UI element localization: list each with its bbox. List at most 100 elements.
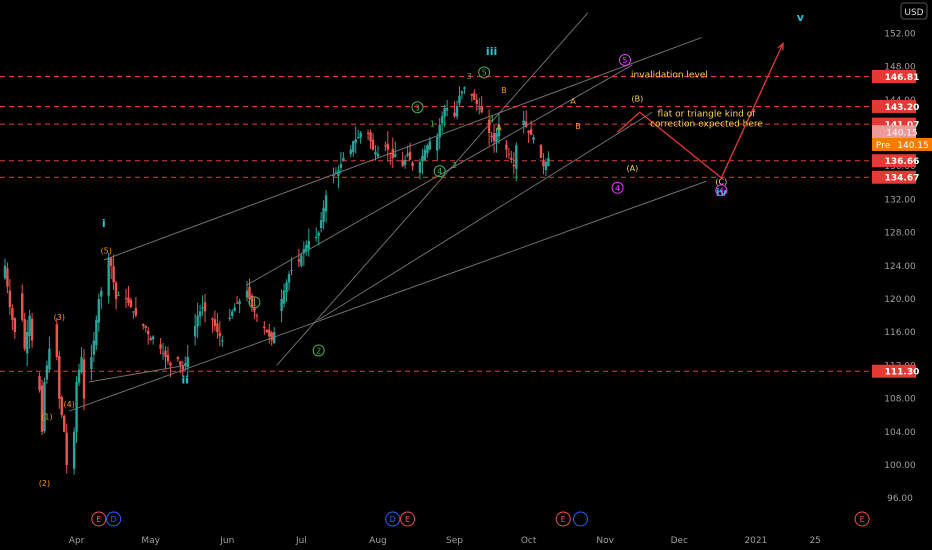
wave-label: 3 <box>467 72 472 81</box>
candle-body <box>216 323 219 333</box>
y-tick-label: 116.00 <box>884 328 916 338</box>
candle-body <box>319 220 323 229</box>
event-marker-label: E <box>561 515 566 524</box>
wave-circle-label: 4 <box>719 186 724 195</box>
candle-body <box>418 162 422 173</box>
candle-body <box>426 145 429 154</box>
candle-body <box>314 236 318 239</box>
annotation-text: invalidation level <box>631 70 708 80</box>
level-price-tag <box>872 99 916 113</box>
candle-body <box>376 153 380 157</box>
wave-label: (B) <box>631 94 643 103</box>
candle-body <box>510 157 513 160</box>
candle-body <box>473 93 476 100</box>
candle-body <box>193 325 197 337</box>
wave-circle <box>611 181 624 194</box>
candle-body <box>428 141 432 150</box>
candle-body <box>231 311 234 316</box>
level-price-tag <box>872 69 916 83</box>
event-marker-label: E <box>860 515 865 524</box>
y-tick-label: 132.00 <box>884 195 916 205</box>
wave-circle-label: 5 <box>622 56 627 65</box>
candle-body <box>490 135 493 138</box>
candle-body <box>184 363 187 366</box>
y-tick-label: 108.00 <box>884 395 916 405</box>
projection-line <box>617 43 784 179</box>
candle-body <box>151 336 155 340</box>
candle-body <box>532 137 535 140</box>
candle-body <box>255 315 259 317</box>
y-tick-label: 124.00 <box>884 262 916 272</box>
candle-body <box>90 357 93 370</box>
candle-body <box>142 323 145 326</box>
candle-body <box>58 356 61 399</box>
candle-body <box>542 160 545 167</box>
x-tick-label: Aug <box>369 536 387 546</box>
candle-body <box>253 308 256 312</box>
candle-body <box>181 366 184 370</box>
candle-body <box>28 315 31 336</box>
x-axis[interactable]: Apr May Jun Jul Aug Sep Oct Nov Dec 2021 25 <box>69 536 821 546</box>
candle-body <box>443 108 446 117</box>
candle-body <box>8 290 12 308</box>
candle-body <box>263 326 266 329</box>
last-price-label: 140.15 <box>886 128 918 138</box>
level-price-label: 136.66 <box>885 157 920 167</box>
x-tick-label: 2021 <box>744 536 767 546</box>
event-marker <box>854 511 870 527</box>
candle-body <box>475 99 478 104</box>
event-marker <box>400 511 416 527</box>
wave-label: B <box>501 86 507 95</box>
y-axis[interactable]: 96.00100.00104.00108.00112.00116.00120.0… <box>872 29 932 504</box>
candle-body <box>3 265 7 279</box>
candle-body <box>13 318 17 333</box>
currency-badge-box[interactable] <box>900 2 928 20</box>
event-marker <box>555 511 571 527</box>
candle-body <box>213 319 217 326</box>
candle-body <box>339 164 343 168</box>
candle-body <box>480 106 483 113</box>
candle-body <box>487 120 491 133</box>
candle-body <box>440 116 444 123</box>
candle-body <box>497 124 501 137</box>
channel-line <box>68 180 707 412</box>
x-tick-label: Dec <box>671 536 688 546</box>
pre-price-label: 140.15 <box>897 141 929 151</box>
candle-body <box>421 155 424 162</box>
level-price-tag <box>872 154 916 168</box>
candle-body <box>547 157 550 167</box>
y-tick-label: 104.00 <box>884 428 916 438</box>
candle-body <box>72 431 76 469</box>
wave-circle-label: 2 <box>316 346 321 355</box>
horizontal-levels <box>0 75 872 372</box>
candle-body <box>512 164 516 167</box>
wave-label: ii <box>181 374 189 387</box>
wave-circle <box>618 53 631 66</box>
wave-circle-label: 1 <box>252 298 257 307</box>
wave-circle-label: 4 <box>437 167 442 176</box>
candle-body <box>349 149 352 155</box>
candle-body <box>317 232 320 236</box>
candle-body <box>302 249 306 254</box>
wave-label: i <box>102 217 106 230</box>
level-price-label: 146.81 <box>885 73 920 83</box>
candle-body <box>359 133 362 138</box>
level-price-label: 134.67 <box>885 174 920 184</box>
candle-body <box>300 255 303 266</box>
currency-badge[interactable]: USD <box>900 2 928 20</box>
wave-circle <box>478 66 491 79</box>
candle-body <box>55 324 59 358</box>
candle-body <box>408 151 412 160</box>
annotation-text: correction expected here <box>650 119 763 129</box>
wave-label: (C) <box>715 177 727 186</box>
channel-line <box>276 12 589 366</box>
level-price-tag <box>872 170 916 184</box>
candle-body <box>495 133 498 143</box>
candle-body <box>132 311 135 313</box>
candles <box>3 86 550 475</box>
candle-body <box>40 385 44 432</box>
candle-body <box>342 157 345 161</box>
channel-lines <box>68 12 707 412</box>
